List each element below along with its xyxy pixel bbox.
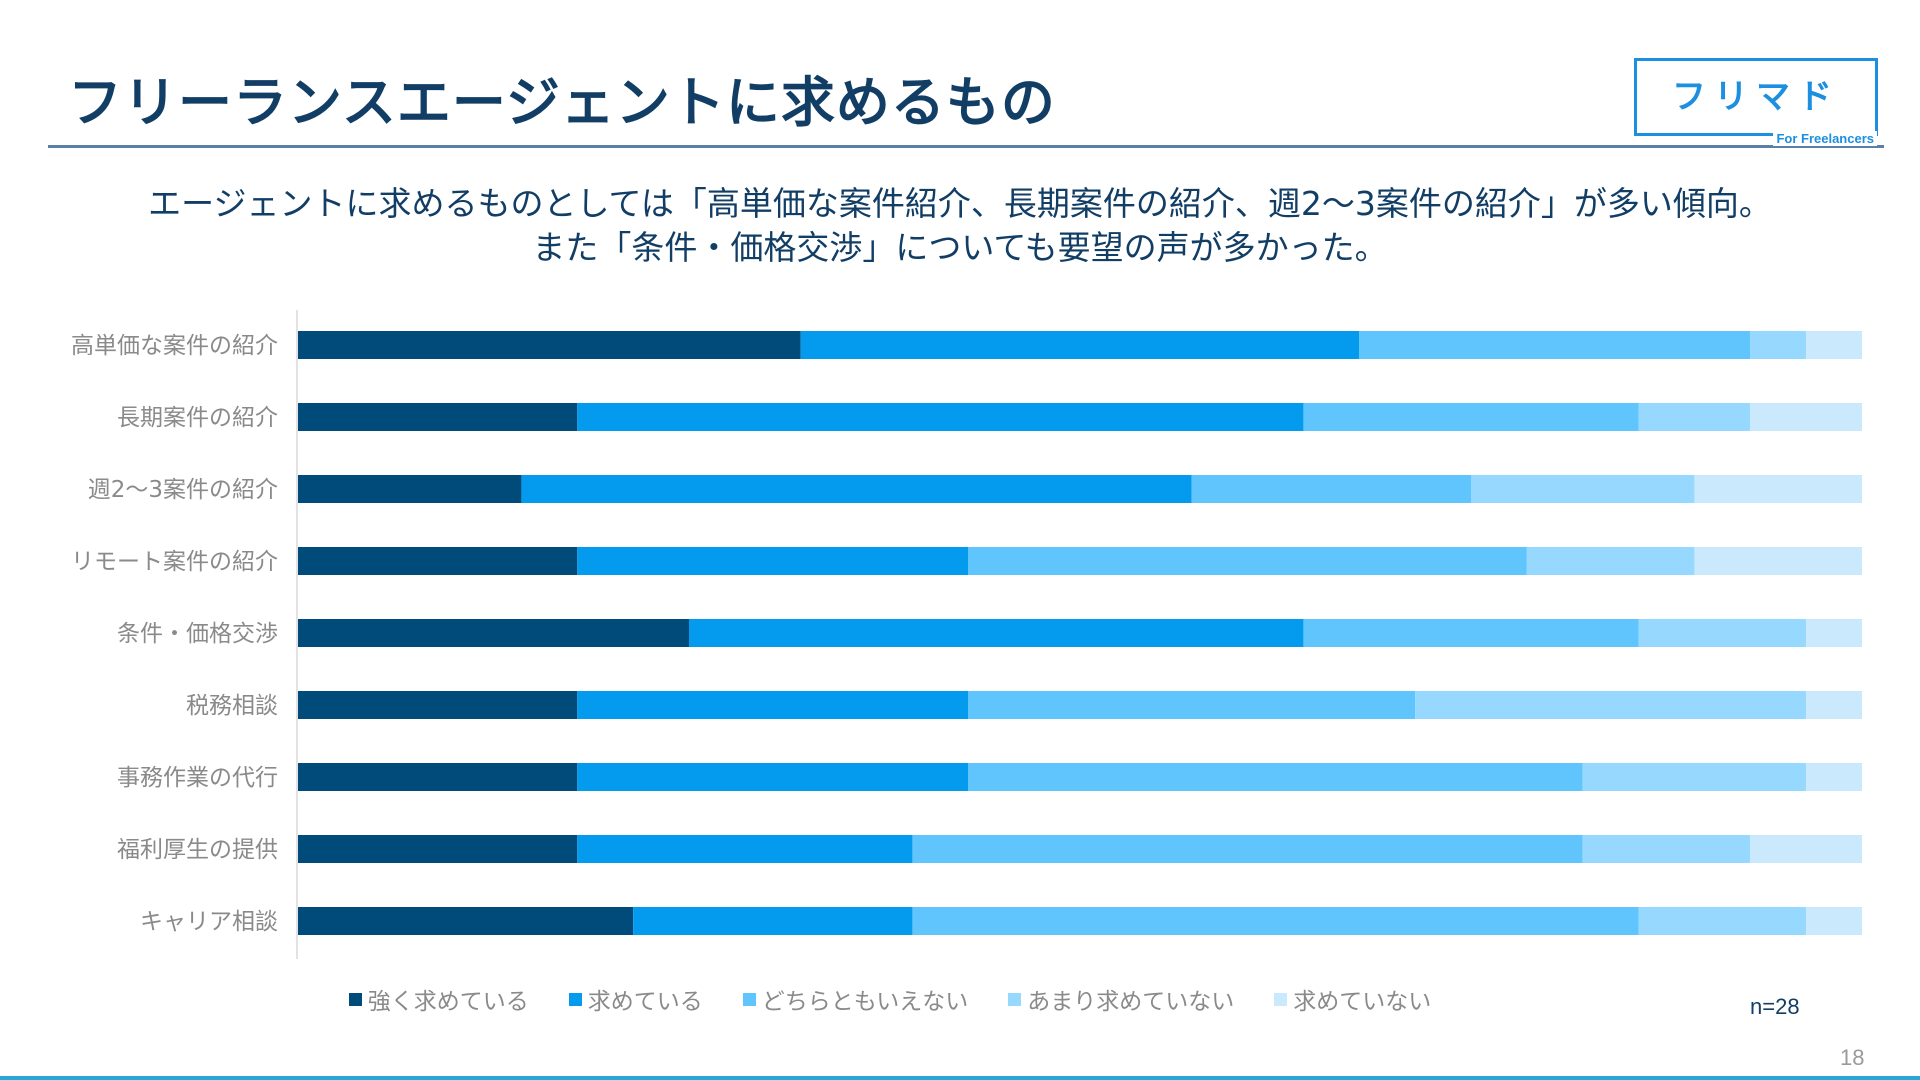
legend-label: どちらともいえない	[761, 989, 969, 1015]
category-label: 長期案件の紹介	[117, 405, 278, 431]
bar-segment	[1806, 691, 1862, 719]
bar-segment	[968, 547, 1527, 575]
category-label: 税務相談	[186, 693, 278, 719]
bar-segment	[1359, 331, 1751, 359]
bar-segment	[633, 907, 913, 935]
category-label: 高単価な案件の紹介	[71, 333, 278, 359]
bar-segment	[577, 763, 969, 791]
sample-size-note: n=28	[1750, 994, 1800, 1019]
bar-segment	[912, 835, 1583, 863]
bar-segment	[577, 691, 969, 719]
footer-rule	[0, 1076, 1920, 1080]
category-label: キャリア相談	[140, 909, 278, 935]
bar-segment	[1638, 403, 1751, 431]
legend-swatch	[348, 992, 362, 1006]
bar-segment	[298, 835, 578, 863]
bar-segment	[298, 763, 578, 791]
bar-segment	[298, 907, 634, 935]
bar-segment	[298, 331, 801, 359]
category-label: リモート案件の紹介	[71, 549, 278, 575]
bar-segment	[1638, 619, 1807, 647]
brand-logo: フリマド For Freelancers	[1634, 58, 1878, 146]
bar-segment	[521, 475, 1192, 503]
category-label: 福利厚生の提供	[117, 837, 278, 863]
page-title: フリーランスエージェントに求めるもの	[68, 71, 1056, 134]
bar-segment	[1415, 691, 1807, 719]
bar-segment	[1526, 547, 1695, 575]
bar-segment	[298, 691, 578, 719]
bar-segment	[1750, 835, 1862, 863]
bar-segment	[1806, 763, 1862, 791]
bar-segment	[1303, 403, 1639, 431]
bar-segment	[1806, 907, 1862, 935]
legend-swatch	[1274, 992, 1288, 1006]
bar-segment	[1694, 475, 1862, 503]
legend-swatch	[742, 992, 756, 1006]
bar-segment	[1303, 619, 1639, 647]
chart-legend: 強く求めている 求めている どちらともいえない あまり求めていない 求めていない	[0, 982, 1920, 1016]
bar-segment	[968, 763, 1583, 791]
legend-label: あまり求めていない	[1027, 989, 1235, 1015]
summary-text: エージェントに求めるものとしては「高単価な案件紹介、長期案件の紹介、週2〜3案件…	[40, 182, 1880, 270]
legend-item: 求めていない	[1274, 982, 1431, 1016]
page-number: 18	[1840, 1045, 1865, 1070]
bar-segment	[1582, 835, 1751, 863]
bar-segment	[1750, 403, 1862, 431]
legend-label: 求めていない	[1293, 989, 1432, 1015]
legend-item: 求めている	[568, 982, 703, 1016]
bar-segment	[689, 619, 1304, 647]
bar-segment	[1638, 907, 1807, 935]
bar-segment	[577, 403, 1304, 431]
category-label: 週2〜3案件の紹介	[88, 477, 278, 503]
legend-item: 強く求めている	[348, 982, 529, 1016]
bar-segment	[298, 403, 578, 431]
bar-segment	[1750, 331, 1807, 359]
logo-tagline: For Freelancers	[1773, 131, 1877, 146]
bar-segment	[1471, 475, 1695, 503]
bar-segment	[298, 547, 578, 575]
legend-item: どちらともいえない	[742, 982, 969, 1016]
title-underline	[48, 145, 1884, 148]
summary-line-1: エージェントに求めるものとしては「高単価な案件紹介、長期案件の紹介、週2〜3案件…	[148, 184, 1772, 223]
bar-segment	[1806, 331, 1862, 359]
legend-item: あまり求めていない	[1008, 982, 1234, 1016]
bar-segment	[1191, 475, 1471, 503]
legend-label: 求めている	[587, 989, 703, 1015]
summary-line-2: また「条件・価格交渉」についても要望の声が多かった。	[532, 228, 1388, 267]
bar-segment	[1806, 619, 1862, 647]
bar-segment	[912, 907, 1639, 935]
legend-swatch	[568, 992, 582, 1006]
category-label: 事務作業の代行	[117, 765, 278, 791]
bar-segment	[968, 691, 1416, 719]
bar-segment	[800, 331, 1360, 359]
bar-segment	[298, 475, 522, 503]
logo-wordmark: フリマド	[1672, 77, 1840, 117]
category-label: 条件・価格交渉	[117, 621, 278, 647]
legend-label: 強く求めている	[367, 989, 529, 1015]
bar-segment	[577, 547, 969, 575]
bar-segment	[1694, 547, 1862, 575]
stacked-bar-chart: 高単価な案件の紹介長期案件の紹介週2〜3案件の紹介リモート案件の紹介条件・価格交…	[71, 310, 1862, 959]
bar-segment	[1582, 763, 1807, 791]
bar-segment	[298, 619, 689, 647]
bar-segment	[577, 835, 913, 863]
legend-swatch	[1008, 992, 1022, 1006]
